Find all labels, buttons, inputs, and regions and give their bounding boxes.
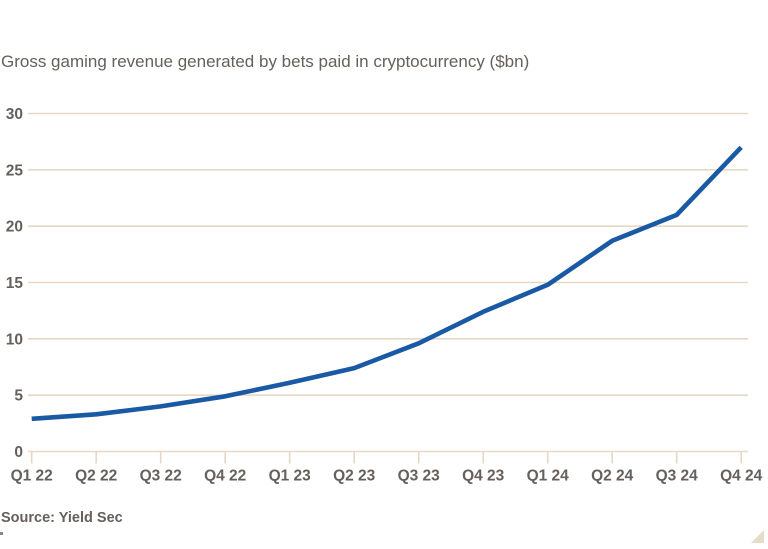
- x-axis-tick-label: Q1 24: [527, 468, 570, 485]
- y-axis-tick-label: 30: [6, 106, 23, 123]
- chart-source-note: Source: Yield Sec: [1, 510, 123, 526]
- y-axis-tick-label: 5: [14, 388, 23, 405]
- y-axis-tick-label: 10: [6, 331, 23, 348]
- corner-triangle-icon: [751, 530, 764, 543]
- x-axis-tick-label: Q4 24: [720, 468, 763, 485]
- x-axis-tick-label: Q2 24: [591, 468, 634, 485]
- y-axis-tick-label: 25: [6, 162, 24, 179]
- y-axis-tick-label: 20: [6, 219, 23, 236]
- x-axis-tick-label: Q4 22: [204, 468, 246, 485]
- stray-pixel-mark: [0, 532, 3, 535]
- data-line-gross-gaming-revenue-from-crypto-bets-bn-: [31, 145, 743, 422]
- x-axis-tick-label: Q3 22: [140, 468, 182, 485]
- x-axis-tick-label: Q1 23: [269, 468, 312, 485]
- y-axis-tick-label: 0: [14, 444, 23, 461]
- y-axis-tick-label: 15: [6, 275, 24, 292]
- chart-subtitle: Gross gaming revenue generated by bets p…: [1, 52, 530, 71]
- x-axis-tick-label: Q4 23: [462, 468, 505, 485]
- x-axis-tick-label: Q1 22: [11, 468, 53, 485]
- x-axis-tick-label: Q2 23: [333, 468, 376, 485]
- x-axis-tick-label: Q3 24: [656, 468, 699, 485]
- x-axis-tick-label: Q2 22: [75, 468, 117, 485]
- x-axis-tick-label: Q3 23: [398, 468, 441, 485]
